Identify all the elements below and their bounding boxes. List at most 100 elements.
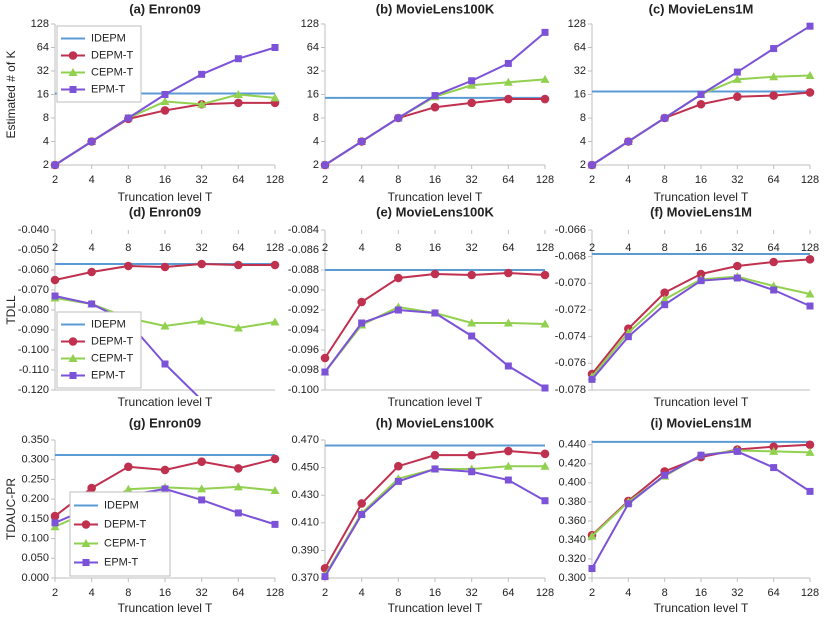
y-tick-label: 0.000	[21, 572, 49, 584]
x-tick-label: 64	[502, 242, 514, 254]
legend-label: CEPM-T	[91, 352, 133, 364]
x-tick-label: 64	[232, 174, 244, 186]
x-tick-label: 2	[52, 242, 58, 254]
y-tick-label: 32	[37, 65, 49, 77]
legend-label: DEPM-T	[104, 518, 146, 530]
y-tick-label: 128	[568, 18, 586, 30]
marker	[233, 482, 243, 491]
marker	[321, 161, 329, 169]
x-tick-label: 2	[322, 587, 328, 599]
marker	[805, 440, 815, 450]
marker	[541, 384, 549, 392]
marker	[733, 92, 742, 101]
marker	[270, 454, 280, 464]
marker	[161, 485, 169, 493]
x-tick-label: 16	[695, 587, 707, 599]
marker	[234, 509, 242, 517]
plot	[320, 28, 550, 170]
x-tick-label: 128	[266, 174, 284, 186]
marker	[805, 88, 815, 97]
marker	[588, 564, 596, 572]
marker	[540, 461, 550, 470]
x-tick-label: 16	[695, 242, 707, 254]
legend-label: CEPM-T	[91, 66, 133, 78]
x-tick-label: 4	[89, 587, 95, 599]
x-tick-label: 128	[801, 587, 819, 599]
marker	[430, 450, 440, 460]
x-tick-label: 4	[359, 242, 365, 254]
marker	[624, 333, 632, 341]
chart-title: (c) MovieLens1M	[649, 1, 754, 16]
x-tick-label: 2	[52, 174, 58, 186]
y-tick-label: -0.078	[555, 384, 586, 396]
marker	[198, 496, 206, 504]
y-tick-label: 128	[301, 18, 319, 30]
marker	[124, 261, 133, 271]
x-tick-label: 4	[625, 174, 631, 186]
marker	[357, 499, 366, 508]
y-tick-label: -0.092	[288, 304, 319, 316]
x-tick-label: 4	[89, 174, 95, 186]
marker	[661, 114, 669, 122]
marker	[270, 93, 280, 102]
series-line	[591, 74, 811, 166]
x-tick-label: 16	[159, 242, 171, 254]
x-tick-label: 128	[266, 587, 284, 599]
chart-title: (b) MovieLens100K	[376, 1, 495, 16]
marker	[197, 99, 207, 108]
marker	[431, 465, 439, 473]
marker	[88, 300, 96, 308]
y-tick-label: 128	[31, 18, 49, 30]
marker	[541, 497, 549, 505]
marker	[503, 77, 513, 86]
marker	[431, 309, 439, 317]
marker	[624, 138, 632, 145]
y-tick-label: -0.094	[288, 324, 319, 336]
y-tick-label: -0.040	[18, 224, 49, 236]
x-tick-label: 8	[125, 242, 131, 254]
y-tick-label: 8	[580, 112, 586, 124]
x-tick-label: 16	[159, 174, 171, 186]
x-tick-label: 4	[625, 242, 631, 254]
x-axis-label: Truncation level T	[654, 395, 749, 409]
x-axis-label: Truncation level T	[654, 190, 749, 204]
marker	[69, 372, 77, 379]
marker	[68, 51, 78, 60]
marker	[504, 362, 512, 370]
marker	[660, 294, 670, 303]
y-tick-label: 0.050	[21, 552, 49, 564]
marker	[504, 59, 512, 67]
chart-title: (f) MovieLens1M	[650, 204, 752, 219]
marker	[233, 323, 243, 332]
marker	[51, 519, 59, 527]
marker	[769, 446, 779, 455]
marker	[503, 461, 513, 470]
marker	[468, 468, 476, 476]
y-tick-label: -0.076	[555, 357, 586, 369]
legend: IDEPM DEPM-T CEPM-T EPM-T	[56, 25, 142, 103]
y-tick-label: 8	[313, 112, 319, 124]
legend-label: IDEPM	[104, 499, 139, 511]
x-tick-label: 32	[466, 174, 478, 186]
y-tick-label: 0.340	[558, 534, 586, 546]
y-tick-label: -0.066	[555, 224, 586, 236]
x-tick-label: 2	[52, 587, 58, 599]
x-tick-label: 8	[662, 242, 668, 254]
marker	[394, 461, 403, 471]
marker	[123, 484, 133, 493]
x-tick-label: 32	[196, 242, 208, 254]
x-tick-label: 8	[395, 587, 401, 599]
x-tick-label: 64	[768, 174, 780, 186]
marker	[805, 289, 815, 298]
marker	[661, 301, 669, 309]
marker	[504, 476, 512, 484]
marker	[68, 354, 78, 362]
marker	[733, 447, 741, 455]
y-tick-label: -0.100	[18, 344, 49, 356]
marker	[160, 465, 170, 475]
y-tick-label: 0.360	[558, 515, 586, 527]
marker	[696, 99, 706, 109]
chart-title: (h) MovieLens100K	[376, 415, 495, 430]
y-tick-label: 0.410	[291, 517, 319, 529]
x-axis-label: Truncation level T	[654, 601, 749, 615]
